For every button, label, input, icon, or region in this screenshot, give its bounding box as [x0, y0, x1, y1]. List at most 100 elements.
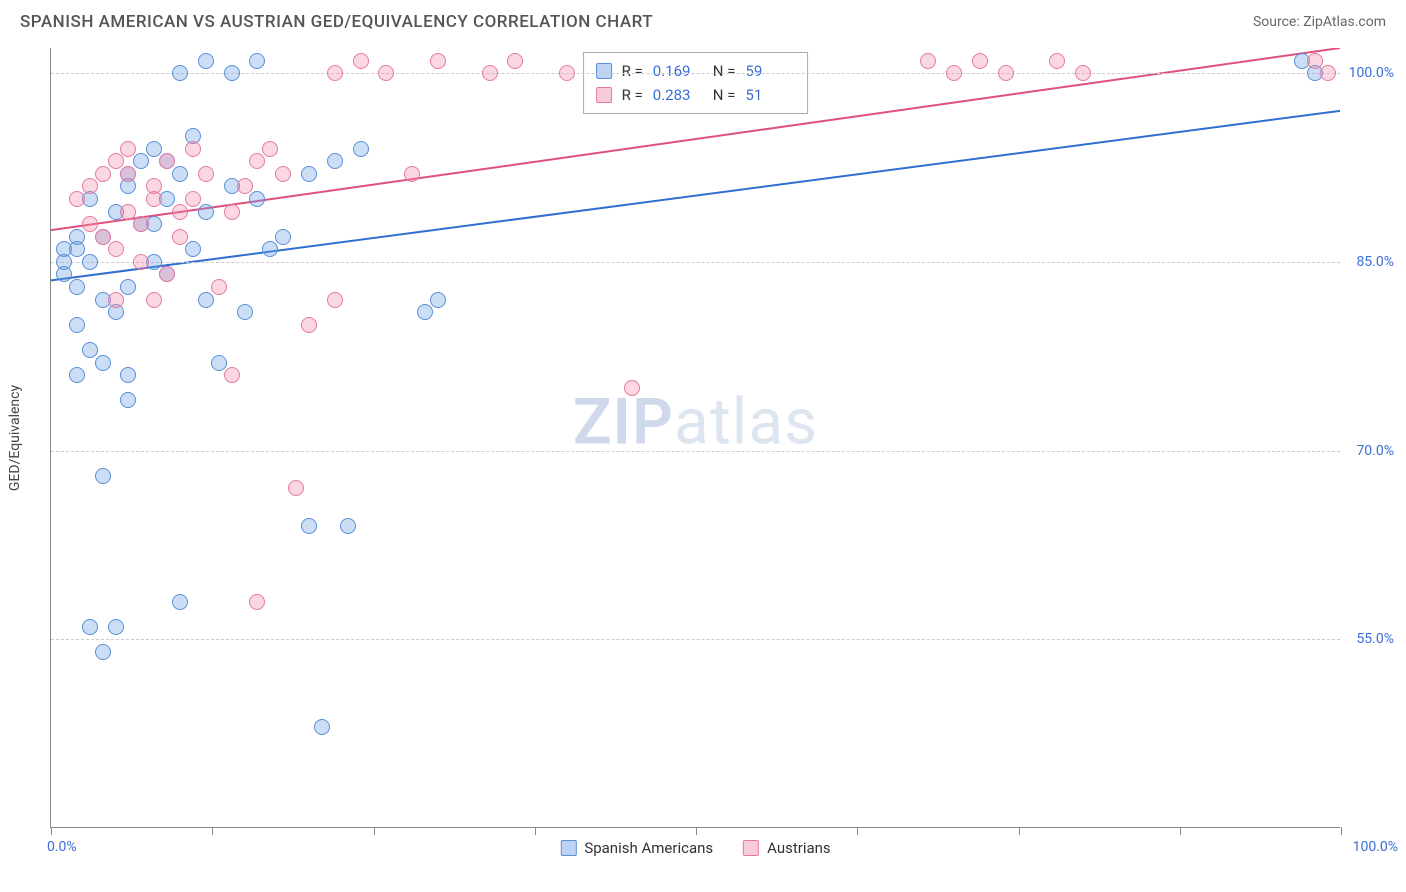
- scatter-point: [249, 53, 265, 69]
- scatter-point: [172, 166, 188, 182]
- scatter-point: [185, 191, 201, 207]
- y-tick-label: 85.0%: [1356, 254, 1394, 270]
- scatter-point: [95, 468, 111, 484]
- scatter-point: [159, 153, 175, 169]
- scatter-point: [120, 279, 136, 295]
- scatter-point: [120, 204, 136, 220]
- scatter-point: [69, 279, 85, 295]
- scatter-point: [249, 594, 265, 610]
- x-axis-max-label: 100.0%: [1353, 839, 1398, 855]
- scatter-point: [172, 204, 188, 220]
- watermark-zip: ZIP: [573, 384, 674, 459]
- scatter-point: [275, 229, 291, 245]
- scatter-point: [82, 342, 98, 358]
- swatch-a-icon: [596, 63, 612, 79]
- n-label-a: N =: [713, 59, 736, 83]
- swatch-b-icon: [596, 87, 612, 103]
- scatter-point: [69, 241, 85, 257]
- gridline: [51, 451, 1340, 452]
- scatter-point: [198, 53, 214, 69]
- plot-region: ZIPatlas R = 0.169 N = 59 R = 0.283 N = …: [50, 48, 1340, 828]
- x-tick: [1019, 827, 1020, 835]
- scatter-point: [211, 355, 227, 371]
- scatter-point: [108, 619, 124, 635]
- y-tick-label: 55.0%: [1356, 631, 1394, 647]
- scatter-point: [224, 204, 240, 220]
- scatter-point: [69, 317, 85, 333]
- scatter-point: [327, 292, 343, 308]
- scatter-point: [108, 292, 124, 308]
- trendline: [51, 111, 1340, 281]
- gridline: [51, 639, 1340, 640]
- scatter-point: [327, 65, 343, 81]
- scatter-point: [340, 518, 356, 534]
- scatter-point: [224, 367, 240, 383]
- scatter-point: [946, 65, 962, 81]
- scatter-point: [120, 367, 136, 383]
- scatter-point: [95, 355, 111, 371]
- legend-item-a: Spanish Americans: [560, 839, 713, 857]
- scatter-point: [1075, 65, 1091, 81]
- legend: Spanish Americans Austrians: [560, 839, 830, 857]
- gridline: [51, 73, 1340, 74]
- scatter-point: [301, 518, 317, 534]
- scatter-point: [262, 141, 278, 157]
- chart-area: ZIPatlas R = 0.169 N = 59 R = 0.283 N = …: [50, 48, 1380, 828]
- scatter-point: [82, 216, 98, 232]
- scatter-point: [327, 153, 343, 169]
- scatter-point: [353, 141, 369, 157]
- scatter-point: [172, 65, 188, 81]
- scatter-point: [185, 241, 201, 257]
- scatter-point: [972, 53, 988, 69]
- scatter-point: [185, 141, 201, 157]
- x-tick: [212, 827, 213, 835]
- legend-label-a: Spanish Americans: [584, 839, 713, 857]
- scatter-point: [275, 166, 291, 182]
- scatter-point: [262, 241, 278, 257]
- scatter-point: [95, 166, 111, 182]
- scatter-point: [430, 292, 446, 308]
- x-tick: [374, 827, 375, 835]
- n-value-a: 59: [745, 59, 795, 83]
- watermark: ZIPatlas: [573, 384, 818, 459]
- scatter-point: [120, 166, 136, 182]
- gridline: [51, 262, 1340, 263]
- scatter-point: [920, 53, 936, 69]
- x-tick: [535, 827, 536, 835]
- r-value-a: 0.169: [653, 59, 703, 83]
- scatter-point: [353, 53, 369, 69]
- scatter-point: [1049, 53, 1065, 69]
- x-tick: [696, 827, 697, 835]
- scatter-point: [288, 480, 304, 496]
- scatter-point: [69, 367, 85, 383]
- scatter-point: [146, 292, 162, 308]
- scatter-point: [301, 317, 317, 333]
- r-label-b: R =: [622, 83, 643, 107]
- scatter-point: [82, 178, 98, 194]
- legend-label-b: Austrians: [767, 839, 831, 857]
- y-tick-label: 100.0%: [1349, 65, 1394, 81]
- n-label-b: N =: [713, 83, 736, 107]
- scatter-point: [146, 178, 162, 194]
- scatter-point: [133, 153, 149, 169]
- scatter-point: [146, 141, 162, 157]
- scatter-point: [211, 279, 227, 295]
- scatter-point: [120, 392, 136, 408]
- scatter-point: [237, 304, 253, 320]
- scatter-point: [301, 166, 317, 182]
- scatter-point: [69, 191, 85, 207]
- scatter-point: [82, 619, 98, 635]
- scatter-point: [559, 65, 575, 81]
- scatter-point: [1320, 65, 1336, 81]
- source-label: Source: ZipAtlas.com: [1253, 14, 1386, 30]
- n-value-b: 51: [745, 83, 795, 107]
- scatter-point: [198, 204, 214, 220]
- stats-box: R = 0.169 N = 59 R = 0.283 N = 51: [583, 52, 809, 114]
- scatter-point: [237, 178, 253, 194]
- scatter-point: [224, 65, 240, 81]
- watermark-atlas: atlas: [674, 384, 818, 459]
- scatter-point: [172, 594, 188, 610]
- trendlines-svg: [51, 48, 1340, 827]
- scatter-point: [120, 141, 136, 157]
- scatter-point: [108, 153, 124, 169]
